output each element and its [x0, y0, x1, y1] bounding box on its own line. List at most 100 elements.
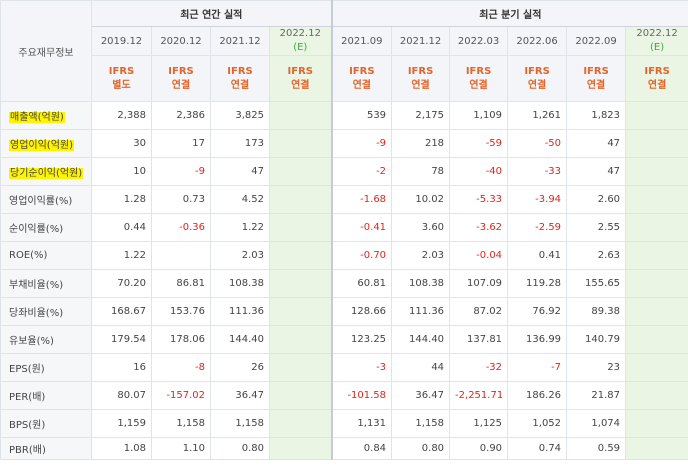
accounting-standard-header: IFRS 연결	[625, 55, 688, 102]
table-cell: -8	[151, 353, 211, 382]
financial-data-body: 매출액(억원) 2,388 2,386 3,825 539 2,175 1,109 1,261…	[0, 101, 688, 460]
estimate-marker: (E)	[650, 42, 665, 53]
table-cell	[625, 185, 688, 214]
table-cell: 80.07	[91, 381, 152, 410]
table-cell	[268, 437, 333, 460]
ifrs-label: IFRS	[644, 65, 670, 77]
table-cell: 218	[391, 129, 451, 158]
table-cell	[268, 185, 333, 214]
row-label: 유보율(%)	[0, 325, 92, 354]
period-date: 2022.06	[516, 35, 558, 47]
period-date: 2021.09	[341, 35, 383, 47]
period-date: 2019.12	[100, 35, 143, 47]
table-cell: 2.60	[566, 185, 627, 214]
table-cell	[268, 269, 333, 298]
ifrs-label: IFRS	[227, 65, 253, 77]
period-date: 2022.12	[636, 28, 678, 39]
table-row: 영업이익(억원) 30 17 173 -9 218 -59 -50 47	[0, 129, 688, 158]
table-cell: -1.68	[330, 185, 393, 214]
period-date-header: 2022.09	[566, 26, 627, 56]
table-cell: 10.02	[391, 185, 451, 214]
table-cell: 1,159	[91, 409, 152, 438]
period-date-header: 2021.12	[210, 26, 270, 56]
table-cell: 2.03	[210, 241, 270, 270]
table-cell: 1,125	[449, 409, 509, 438]
table-cell: 1.28	[91, 185, 152, 214]
table-cell: 0.74	[507, 437, 568, 460]
accounting-standard-header: IFRS 연결	[391, 55, 451, 102]
period-date: 2021.12	[399, 35, 442, 47]
ifrs-label: IFRS	[287, 65, 313, 77]
table-cell	[625, 241, 688, 270]
table-cell: 1.08	[91, 437, 152, 460]
table-cell: 47	[210, 157, 270, 186]
row-label: 당좌비율(%)	[0, 297, 92, 326]
table-cell: 1.10	[151, 437, 211, 460]
accounting-standard-header: IFRS 별도	[91, 55, 152, 102]
table-cell	[625, 381, 688, 410]
table-row: PBR(배) 1.08 1.10 0.80 0.84 0.80 0.90 0.74 0.59	[0, 437, 688, 460]
table-cell: 108.38	[391, 269, 451, 298]
table-cell	[625, 297, 688, 326]
table-cell: 87.02	[449, 297, 509, 326]
table-cell: 0.59	[566, 437, 627, 460]
row-label-text: EPS(원)	[9, 364, 45, 375]
ifrs-label: IFRS	[524, 65, 550, 77]
table-cell	[625, 213, 688, 242]
period-date-header: 2022.03	[449, 26, 509, 56]
row-label-text: 부채비율(%)	[9, 280, 64, 291]
row-label: PER(배)	[0, 381, 92, 410]
consolidation-type: 연결	[291, 79, 310, 91]
table-cell: -32	[449, 353, 509, 382]
ifrs-label: IFRS	[583, 65, 609, 77]
table-cell: -0.04	[449, 241, 509, 270]
row-label: 영업이익률(%)	[0, 185, 92, 214]
table-cell: 3,825	[210, 101, 270, 130]
table-cell: 86.81	[151, 269, 211, 298]
period-date-header: 2022.12 (E)	[625, 26, 688, 56]
consolidation-type: 연결	[230, 79, 250, 91]
table-cell: 128.66	[330, 297, 393, 326]
row-label: 영업이익(억원)	[0, 129, 92, 158]
table-cell: -2,251.71	[449, 381, 509, 410]
table-cell: 140.79	[566, 325, 627, 354]
table-cell: 107.09	[449, 269, 509, 298]
table-cell: 70.20	[91, 269, 152, 298]
table-cell	[625, 325, 688, 354]
quarterly-results-header: 최근 분기 실적	[330, 0, 688, 27]
row-label: 부채비율(%)	[0, 269, 92, 298]
table-cell: 173	[210, 129, 270, 158]
table-cell: -9	[151, 157, 211, 186]
consolidation-type: 연결	[586, 79, 606, 91]
row-label-text: 순이익률(%)	[9, 224, 64, 235]
accounting-standard-header: IFRS 연결	[507, 55, 568, 102]
table-cell: 30	[91, 129, 152, 158]
table-cell: 21.87	[566, 381, 627, 410]
row-label-text: 당좌비율(%)	[9, 308, 64, 319]
table-cell: 1.22	[210, 213, 270, 242]
table-cell: -9	[330, 129, 393, 158]
table-cell: 1,131	[330, 409, 393, 438]
header-group-row: 주요재무정보 최근 연간 실적 최근 분기 실적	[0, 0, 688, 102]
table-cell: 2.55	[566, 213, 627, 242]
table-cell: 36.47	[210, 381, 270, 410]
table-cell	[268, 241, 333, 270]
row-label-text: 유보율(%)	[9, 336, 54, 347]
table-cell: 2,175	[391, 101, 451, 130]
table-cell: 2,388	[91, 101, 152, 130]
table-cell	[625, 353, 688, 382]
table-cell: 76.92	[507, 297, 568, 326]
table-cell: 144.40	[210, 325, 270, 354]
period-date-header: 2022.06	[507, 26, 568, 56]
table-cell	[625, 157, 688, 186]
table-cell	[151, 241, 211, 270]
table-cell	[268, 129, 333, 158]
table-cell: 0.90	[449, 437, 509, 460]
table-row: ROE(%) 1.22 2.03 -0.70 2.03 -0.04 0.41 2.63	[0, 241, 688, 270]
period-date: 2022.03	[457, 35, 500, 47]
table-cell: 17	[151, 129, 211, 158]
table-cell: 47	[566, 157, 627, 186]
table-cell: 1,109	[449, 101, 509, 130]
table-cell: 78	[391, 157, 451, 186]
table-cell: 186.26	[507, 381, 568, 410]
